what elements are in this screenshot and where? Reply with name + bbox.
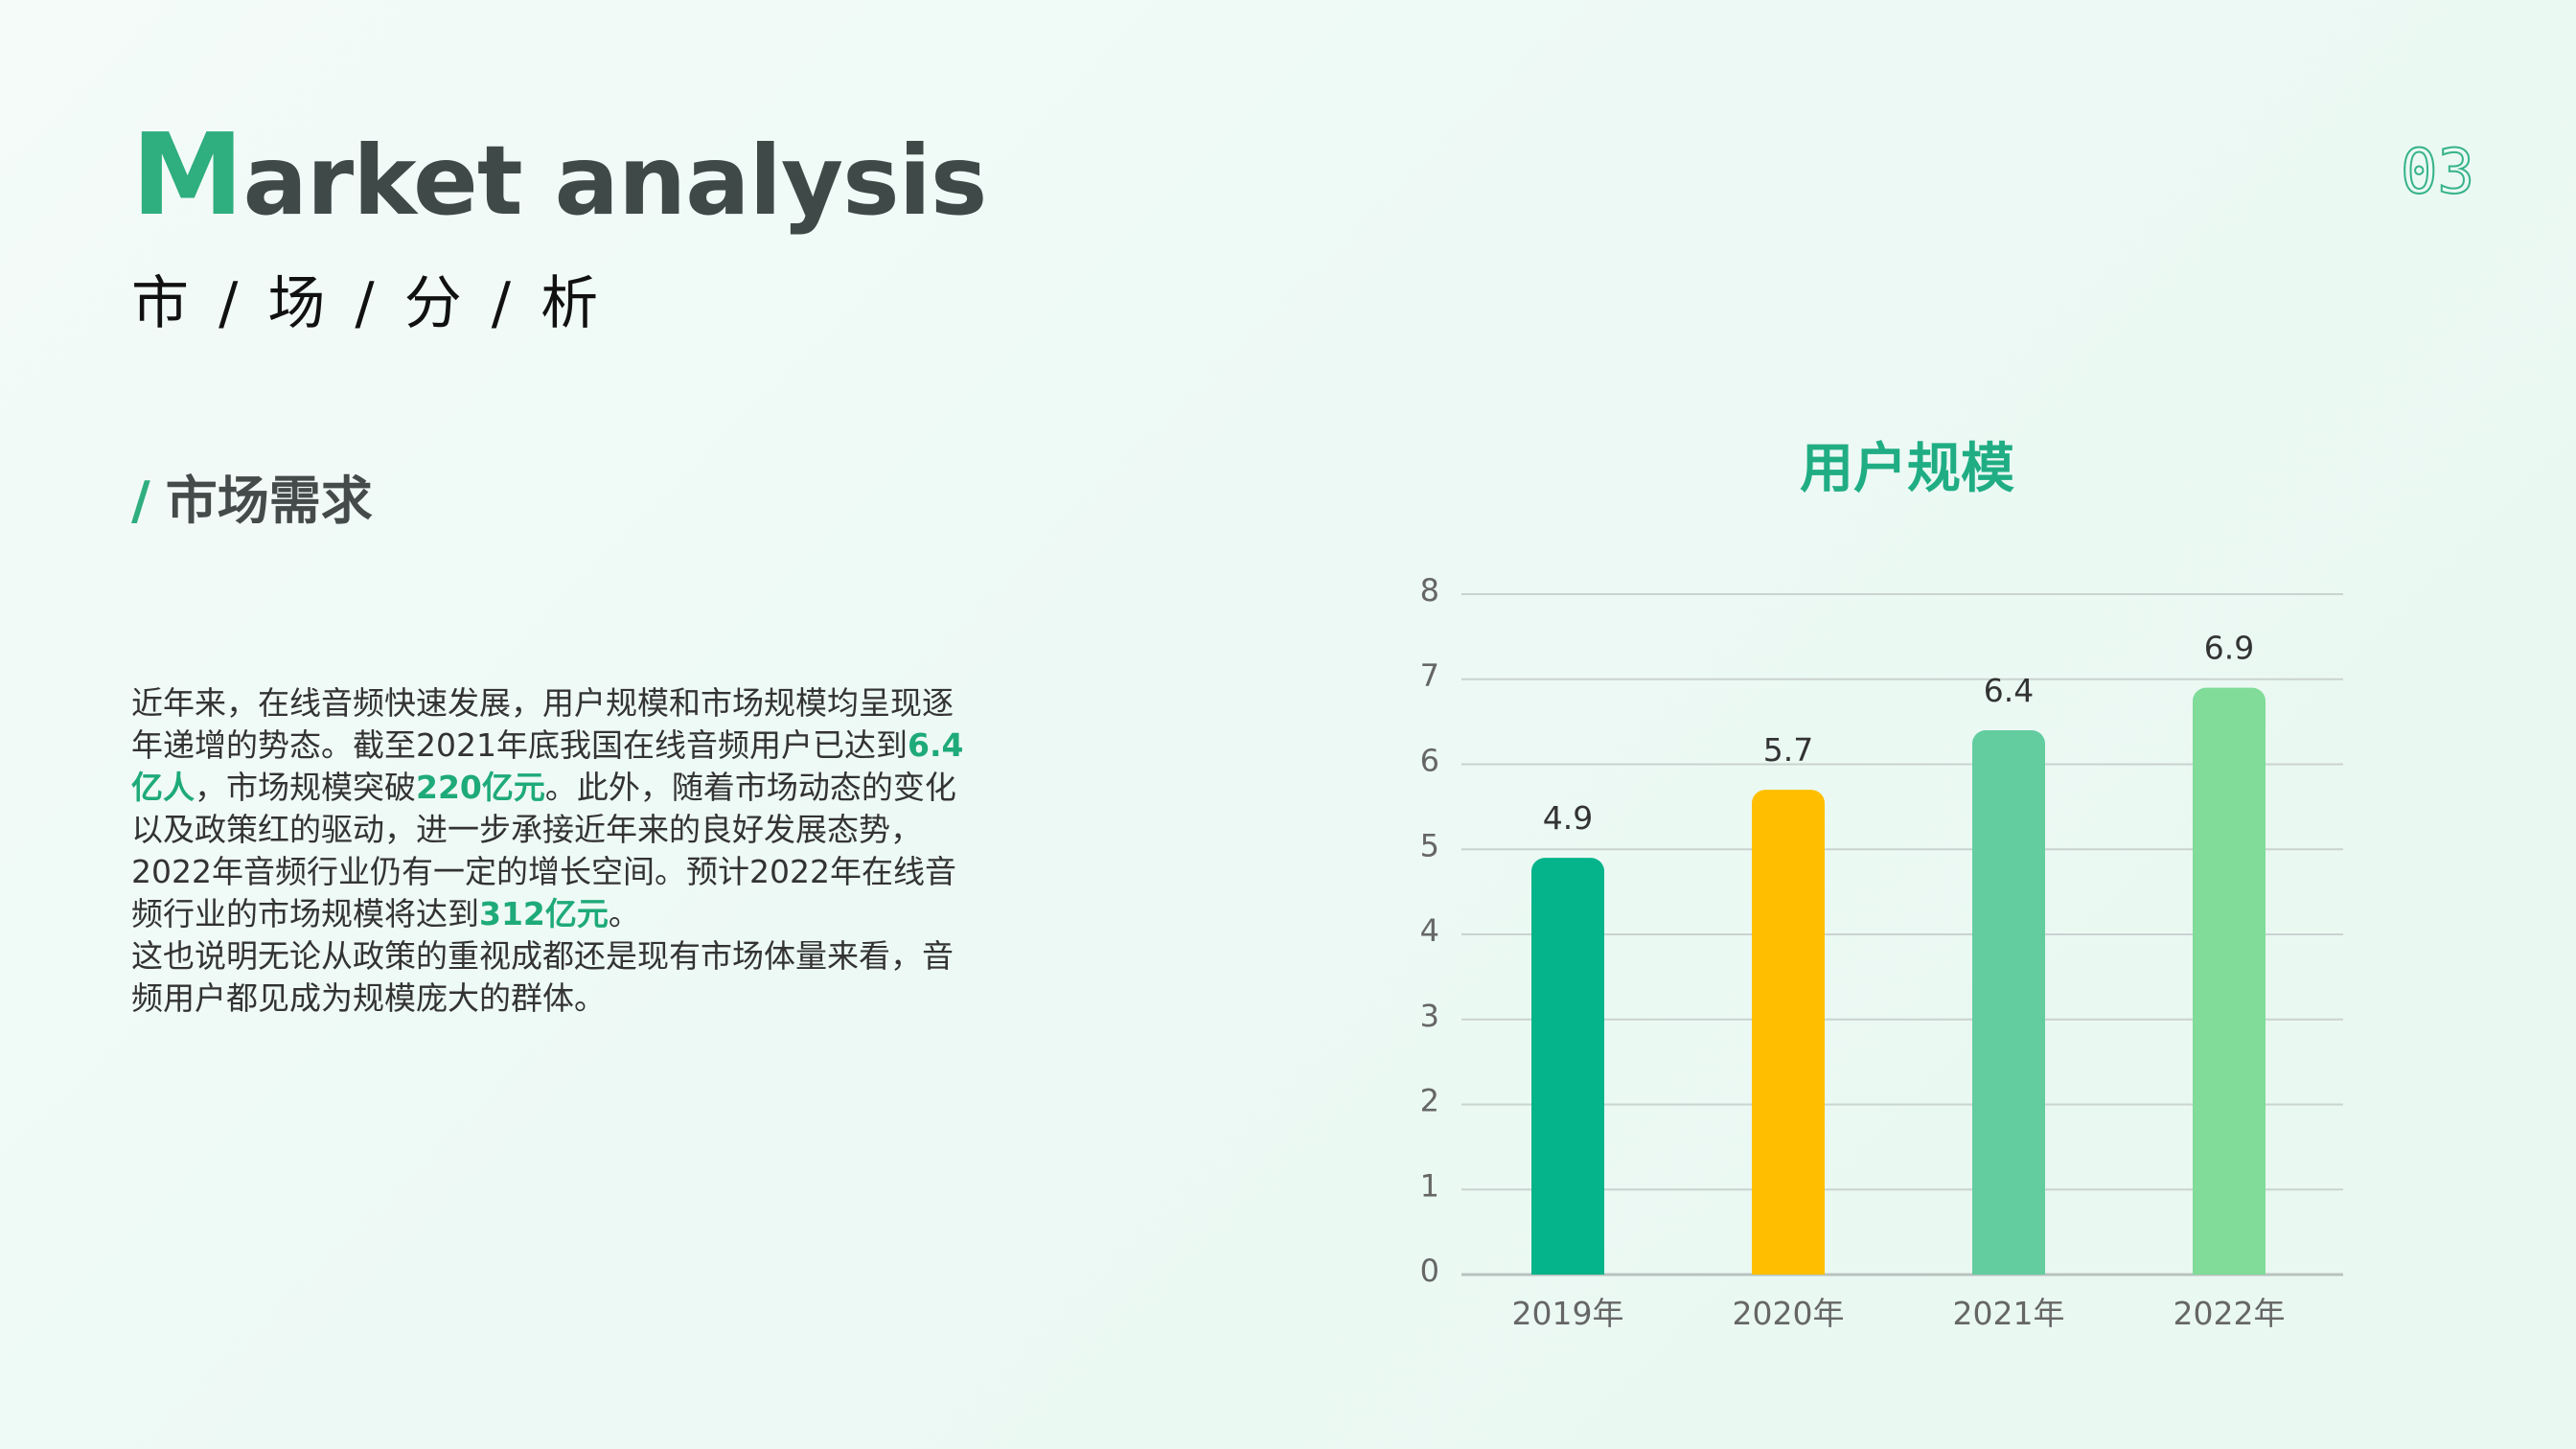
x-tick-label: 2020年 <box>1733 1295 1845 1332</box>
data-label: 4.9 <box>1543 799 1593 837</box>
highlight-market-size: 220亿元 <box>416 769 545 806</box>
page-number: 03 <box>2400 136 2475 209</box>
body-paragraph-1: 近年来，在线音频快速发展，用户规模和市场规模均呈现逐年递增的势态。截至2021年… <box>131 682 965 935</box>
bar-base <box>2193 1259 2266 1275</box>
body-text: 近年来，在线音频快速发展，用户规模和市场规模均呈现逐年递增的势态。截至2021年… <box>131 682 965 1020</box>
bar <box>2193 687 2266 1275</box>
bar-base <box>1531 1259 1604 1275</box>
y-tick-label: 7 <box>1420 657 1439 694</box>
highlight-users: 6.4亿人 <box>131 726 964 806</box>
x-tick-label: 2021年 <box>1953 1295 2065 1332</box>
y-tick-label: 5 <box>1420 827 1439 863</box>
y-tick-label: 3 <box>1420 998 1439 1034</box>
y-tick-label: 6 <box>1420 743 1439 779</box>
body-paragraph-2: 这也说明无论从政策的重视成都还是现有市场体量来看，音频用户都见成为规模庞大的群体… <box>131 937 954 1017</box>
data-label: 6.4 <box>1984 672 2034 709</box>
x-tick-label: 2022年 <box>2174 1295 2286 1332</box>
chart-title: 用户规模 <box>1800 438 2014 500</box>
data-label: 5.7 <box>1763 731 1813 769</box>
section-slash: / <box>131 471 150 531</box>
body-text-segment: 。此外，随着市场动态的变化以及政策红的驱动，进一步承接近年来的良好发展态势，20… <box>131 769 956 932</box>
body-text-segment: ，市场规模突破 <box>195 769 416 806</box>
bar-base <box>1972 1259 2045 1275</box>
page-title-initial: M <box>131 108 243 241</box>
body-text-segment: 。 <box>608 895 640 932</box>
bar <box>1531 858 1604 1275</box>
bar-chart: 0 1 2 3 4 5 6 7 8 4.9 2019年 5.7 2020年 6.4 2021年 6.9 2022… <box>1420 572 2343 1332</box>
body-text-segment: 近年来，在线音频快速发展，用户规模和市场规模均呈现逐年递增的势态。截至2021年… <box>131 684 954 764</box>
page-title-rest: arket analysis <box>242 125 987 237</box>
data-label: 6.9 <box>2204 630 2254 667</box>
bar <box>1752 790 1825 1275</box>
y-tick-label: 1 <box>1420 1167 1439 1204</box>
highlight-forecast: 312亿元 <box>479 895 609 932</box>
page-title: Market analysis <box>131 107 987 248</box>
x-tick-label: 2019年 <box>1512 1295 1624 1332</box>
page-subtitle: 市 / 场 / 分 / 析 <box>131 270 605 337</box>
section-title: 市场需求 <box>165 471 373 531</box>
bar <box>1972 730 2045 1275</box>
y-tick-label: 8 <box>1420 572 1439 609</box>
y-tick-label: 2 <box>1420 1083 1439 1119</box>
y-tick-label: 0 <box>1420 1253 1439 1289</box>
bar-base <box>1752 1259 1825 1275</box>
section-heading: / 市场需求 <box>131 468 373 535</box>
y-tick-label: 4 <box>1420 912 1439 949</box>
